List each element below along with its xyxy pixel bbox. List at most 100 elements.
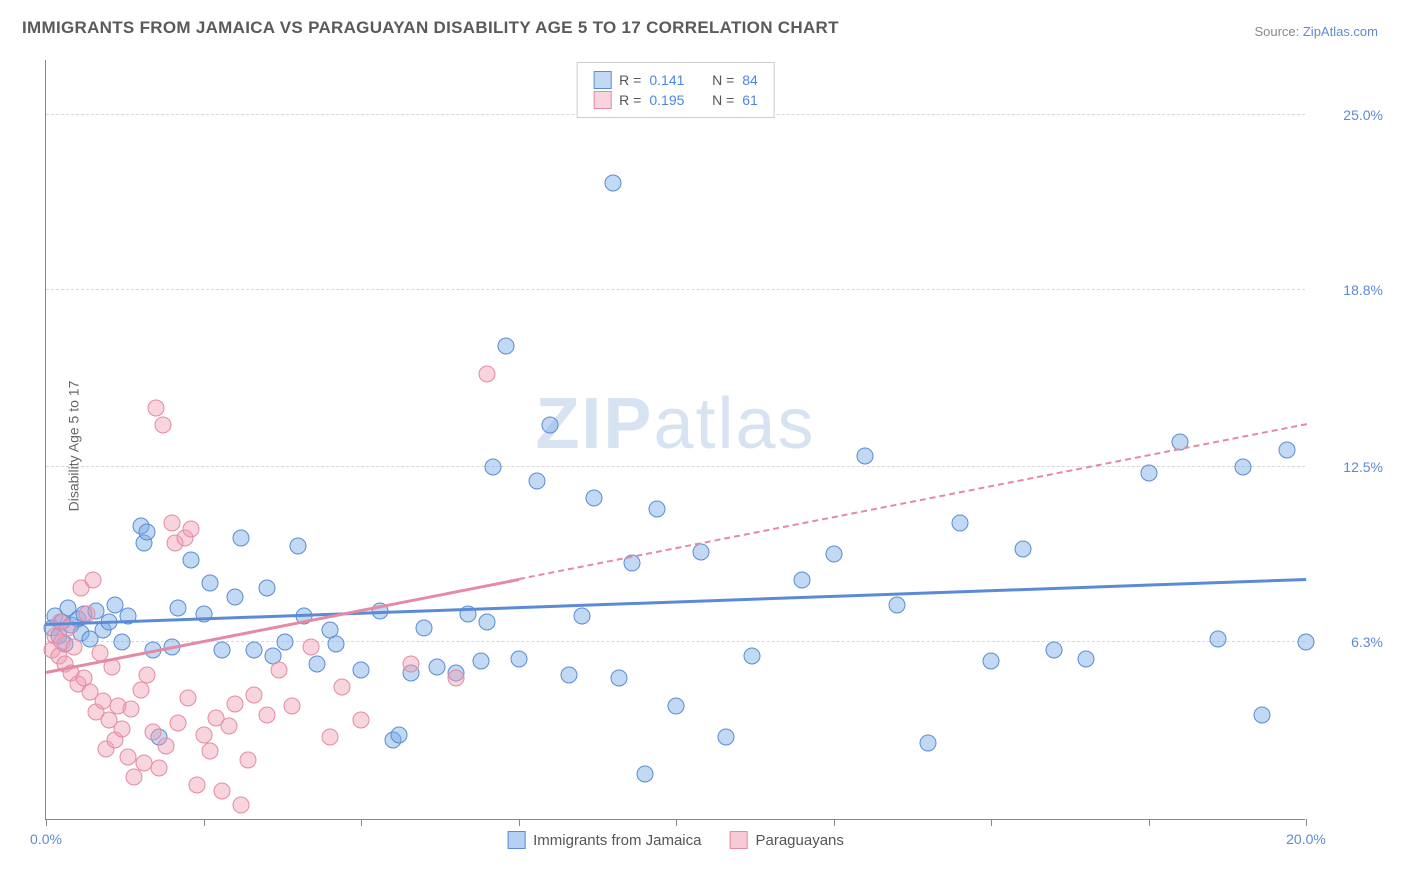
data-point (447, 670, 464, 687)
legend-swatch (593, 71, 611, 89)
data-point (1140, 464, 1157, 481)
data-point (718, 729, 735, 746)
data-point (920, 735, 937, 752)
data-point (233, 529, 250, 546)
data-point (227, 695, 244, 712)
data-point (123, 701, 140, 718)
data-point (1235, 459, 1252, 476)
legend-swatch (729, 831, 747, 849)
chart-title: IMMIGRANTS FROM JAMAICA VS PARAGUAYAN DI… (22, 18, 839, 38)
data-point (195, 726, 212, 743)
legend-n-label: N = (712, 72, 734, 88)
data-point (201, 743, 218, 760)
legend-n-label: N = (712, 92, 734, 108)
data-point (636, 765, 653, 782)
legend-r-value: 0.195 (649, 92, 684, 108)
data-point (1253, 706, 1270, 723)
x-tick-label-right: 20.0% (1286, 831, 1326, 847)
gridline (46, 641, 1305, 642)
data-point (510, 650, 527, 667)
trend-line-extrapolated (518, 423, 1306, 580)
data-point (78, 605, 95, 622)
data-point (113, 633, 130, 650)
data-point (1279, 442, 1296, 459)
data-point (258, 706, 275, 723)
legend-n-value: 61 (742, 92, 758, 108)
plot-area: ZIPatlas R = 0.141 N = 84R = 0.195 N = 6… (45, 60, 1305, 820)
x-tick (1149, 819, 1150, 826)
data-point (1014, 540, 1031, 557)
data-point (611, 670, 628, 687)
data-point (283, 698, 300, 715)
data-point (214, 642, 231, 659)
data-point (182, 552, 199, 569)
data-point (573, 608, 590, 625)
data-point (135, 754, 152, 771)
data-point (353, 712, 370, 729)
data-point (743, 647, 760, 664)
data-point (170, 599, 187, 616)
y-tick-label: 25.0% (1343, 107, 1383, 123)
data-point (560, 667, 577, 684)
data-point (145, 723, 162, 740)
data-point (1298, 633, 1315, 650)
data-point (321, 729, 338, 746)
data-point (239, 751, 256, 768)
data-point (334, 678, 351, 695)
data-point (233, 796, 250, 813)
data-point (472, 653, 489, 670)
source-link[interactable]: ZipAtlas.com (1303, 24, 1378, 39)
trend-line (46, 578, 519, 673)
source-prefix: Source: (1254, 24, 1302, 39)
gridline (46, 466, 1305, 467)
data-point (85, 571, 102, 588)
legend-n-value: 84 (742, 72, 758, 88)
data-point (353, 661, 370, 678)
data-point (668, 698, 685, 715)
data-point (693, 543, 710, 560)
data-point (179, 689, 196, 706)
data-point (138, 667, 155, 684)
data-point (113, 720, 130, 737)
source-attribution: Source: ZipAtlas.com (1254, 24, 1378, 39)
data-point (220, 718, 237, 735)
legend-swatch (507, 831, 525, 849)
data-point (258, 580, 275, 597)
series-legend-label: Paraguayans (755, 832, 843, 849)
data-point (403, 656, 420, 673)
data-point (649, 501, 666, 518)
data-point (66, 639, 83, 656)
y-tick-label: 18.8% (1343, 282, 1383, 298)
gridline (46, 289, 1305, 290)
data-point (416, 619, 433, 636)
y-tick-label: 12.5% (1343, 459, 1383, 475)
watermark-rest: atlas (653, 384, 815, 464)
y-tick-label: 6.3% (1351, 634, 1383, 650)
data-point (327, 636, 344, 653)
data-point (277, 633, 294, 650)
x-tick (1306, 819, 1307, 826)
data-point (390, 726, 407, 743)
series-legend: Immigrants from Jamaica Paraguayans (507, 831, 844, 849)
data-point (1077, 650, 1094, 667)
data-point (154, 416, 171, 433)
data-point (485, 459, 502, 476)
series-legend-label: Immigrants from Jamaica (533, 832, 701, 849)
data-point (94, 692, 111, 709)
data-point (157, 737, 174, 754)
data-point (151, 760, 168, 777)
data-point (227, 588, 244, 605)
x-tick-label-left: 0.0% (30, 831, 62, 847)
data-point (605, 174, 622, 191)
x-tick (361, 819, 362, 826)
data-point (888, 597, 905, 614)
x-tick (834, 819, 835, 826)
x-tick (204, 819, 205, 826)
legend-swatch (593, 91, 611, 109)
data-point (164, 515, 181, 532)
x-tick (991, 819, 992, 826)
legend-r-value: 0.141 (649, 72, 684, 88)
data-point (201, 574, 218, 591)
data-point (951, 515, 968, 532)
data-point (479, 366, 496, 383)
